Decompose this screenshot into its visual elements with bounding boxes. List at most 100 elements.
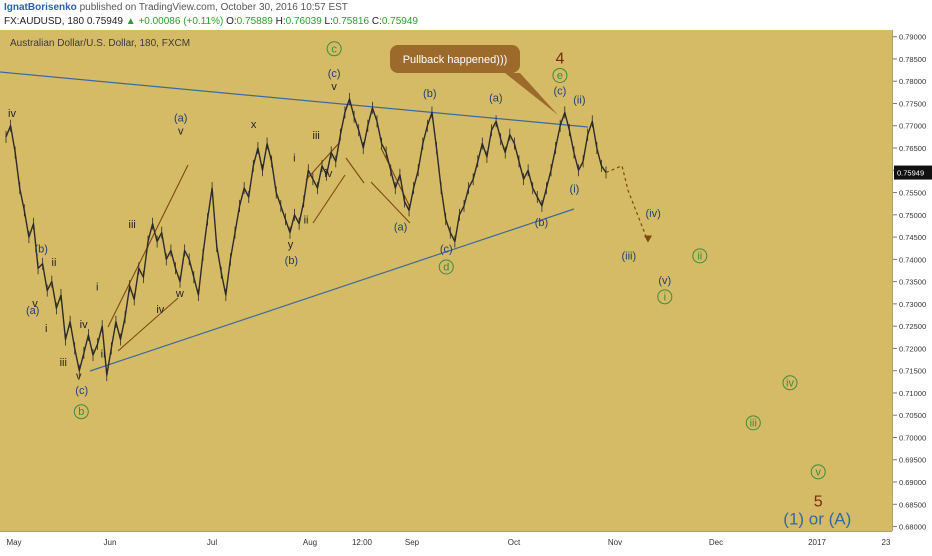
wave-label: iv bbox=[156, 304, 164, 316]
wave-label: (iv) bbox=[646, 208, 661, 220]
y-tick-label: 0.72500 bbox=[899, 322, 926, 331]
y-tick-label: 0.78500 bbox=[899, 55, 926, 64]
wave-label: v bbox=[178, 126, 184, 138]
chart-title: Australian Dollar/U.S. Dollar, 180, FXCM bbox=[10, 38, 190, 49]
callout-box bbox=[390, 45, 520, 73]
wave-label: i bbox=[96, 282, 98, 294]
y-tick-label: 0.72000 bbox=[899, 344, 926, 353]
y-tick-label: 0.71000 bbox=[899, 389, 926, 398]
wave-channel-line bbox=[370, 181, 411, 224]
symbol-label: FX:AUDUSD, 180 bbox=[4, 16, 85, 27]
wave-label: ii bbox=[52, 257, 57, 269]
wave-label: ii bbox=[101, 348, 106, 360]
triangle-trendlines bbox=[0, 71, 589, 372]
price-axis[interactable]: 0.79000 0.78500 0.78000 0.77500 0.77000 0.765… bbox=[892, 30, 932, 532]
y-tick-label: 0.79000 bbox=[899, 33, 926, 42]
projection-line bbox=[605, 164, 649, 242]
projection-path bbox=[605, 164, 652, 243]
wave-label-circle bbox=[692, 248, 708, 264]
wave-label: i bbox=[664, 291, 666, 303]
wave-channel-line bbox=[345, 157, 365, 184]
wave-label: c bbox=[331, 43, 337, 55]
wave-label: (b) bbox=[285, 255, 298, 267]
wave-channel-line bbox=[117, 297, 179, 352]
y-tick-label: 0.78000 bbox=[899, 77, 926, 86]
callout-group: Pullback happened))) bbox=[390, 45, 558, 115]
open-value: 0.75889 bbox=[236, 16, 273, 27]
wave-label: v bbox=[331, 81, 337, 93]
wave-label: (a) bbox=[394, 221, 407, 233]
y-tick-label: 0.69500 bbox=[899, 456, 926, 465]
callout-text: Pullback happened))) bbox=[403, 54, 508, 66]
wave-label: i bbox=[45, 323, 47, 335]
price-change: +0.00086 (+0.11%) bbox=[138, 16, 224, 27]
wave-label: (b) bbox=[535, 217, 548, 229]
wave-label: ii bbox=[697, 250, 702, 262]
y-tick-label: 0.77500 bbox=[899, 99, 926, 108]
wave-label: x bbox=[251, 119, 257, 131]
y-tick-label: 0.74000 bbox=[899, 255, 926, 264]
y-tick-label: 0.75500 bbox=[899, 189, 926, 198]
x-tick-label: Oct bbox=[508, 538, 521, 547]
wave-channel-line bbox=[380, 147, 411, 208]
wave-label: iv bbox=[80, 319, 88, 331]
wave-label-circle bbox=[745, 415, 761, 431]
high-label: H: bbox=[275, 16, 286, 27]
x-tick-label: Nov bbox=[608, 538, 622, 547]
y-tick-label: 0.75000 bbox=[899, 211, 926, 220]
y-tick-label: 0.68000 bbox=[899, 523, 926, 531]
time-axis-svg: May Jun Jul Aug 12:00 Sep Oct Nov Dec 2017 23 bbox=[6, 538, 891, 547]
y-tick-label: 0.73000 bbox=[899, 300, 926, 309]
chart-header: IgnatBorisenko published on TradingView.… bbox=[0, 0, 932, 30]
close-label: C: bbox=[371, 16, 382, 27]
wave-label-circle bbox=[73, 404, 89, 420]
y-tick-label: 0.69000 bbox=[899, 478, 926, 487]
wave-label: (c) bbox=[75, 385, 88, 397]
wave-label: iv bbox=[786, 377, 794, 389]
wave-label: w bbox=[175, 288, 184, 300]
author-link[interactable]: IgnatBorisenko bbox=[4, 2, 77, 13]
x-tick-label: Sep bbox=[405, 538, 420, 547]
publish-info: published on TradingView.com, October 30… bbox=[79, 2, 348, 13]
y-tick-label: 0.70000 bbox=[899, 433, 926, 442]
y-tick-label: 0.77000 bbox=[899, 122, 926, 131]
wave-label: (c) bbox=[440, 244, 453, 256]
wave-label: (i) bbox=[570, 184, 580, 196]
last-price: 0.75949 bbox=[86, 16, 123, 27]
wave-label: b bbox=[78, 406, 84, 418]
time-axis[interactable]: May Jun Jul Aug 12:00 Sep Oct Nov Dec 2017 23 bbox=[0, 531, 892, 550]
y-tick-label: 0.73500 bbox=[899, 278, 926, 287]
wave-label: (v) bbox=[658, 275, 671, 287]
y-tick-label: 0.71500 bbox=[899, 367, 926, 376]
x-tick-label: 2017 bbox=[808, 538, 826, 547]
price-axis-svg: 0.79000 0.78500 0.78000 0.77500 0.77000 0.765… bbox=[893, 33, 932, 532]
x-tick-label: Jul bbox=[207, 538, 217, 547]
wave-channel-line bbox=[305, 141, 341, 181]
wave-label: (b) bbox=[35, 244, 48, 256]
plot-area[interactable]: Australian Dollar/U.S. Dollar, 180, FXCM… bbox=[0, 30, 892, 531]
wave-label: (a) bbox=[174, 112, 187, 124]
price-line bbox=[5, 98, 607, 376]
price-series bbox=[5, 93, 607, 382]
wave-label: iv bbox=[8, 108, 16, 120]
upper-trendline bbox=[0, 71, 589, 128]
callout-pointer bbox=[505, 73, 558, 115]
y-tick-label: 0.68500 bbox=[899, 500, 926, 509]
open-label: O: bbox=[226, 16, 237, 27]
wave-label: (a) bbox=[489, 92, 502, 104]
wave-label-circle bbox=[326, 41, 342, 57]
wave-label: iii bbox=[313, 130, 320, 142]
wave-label: iv bbox=[324, 168, 332, 180]
wave-label: e bbox=[557, 70, 563, 82]
wave-label: v bbox=[32, 298, 38, 310]
last-price-label: 0.75949 bbox=[897, 169, 924, 178]
projection-arrowhead bbox=[644, 235, 652, 243]
last-price-badge bbox=[894, 165, 932, 180]
wave-label: iii bbox=[129, 219, 136, 231]
close-value: 0.75949 bbox=[381, 16, 418, 27]
wave-label: (c) bbox=[553, 86, 566, 98]
wave-label: y bbox=[288, 239, 294, 251]
wave-label-circle bbox=[810, 464, 826, 480]
wave-label: 4 bbox=[555, 50, 564, 67]
wave-label: (1) or (A) bbox=[783, 509, 851, 528]
